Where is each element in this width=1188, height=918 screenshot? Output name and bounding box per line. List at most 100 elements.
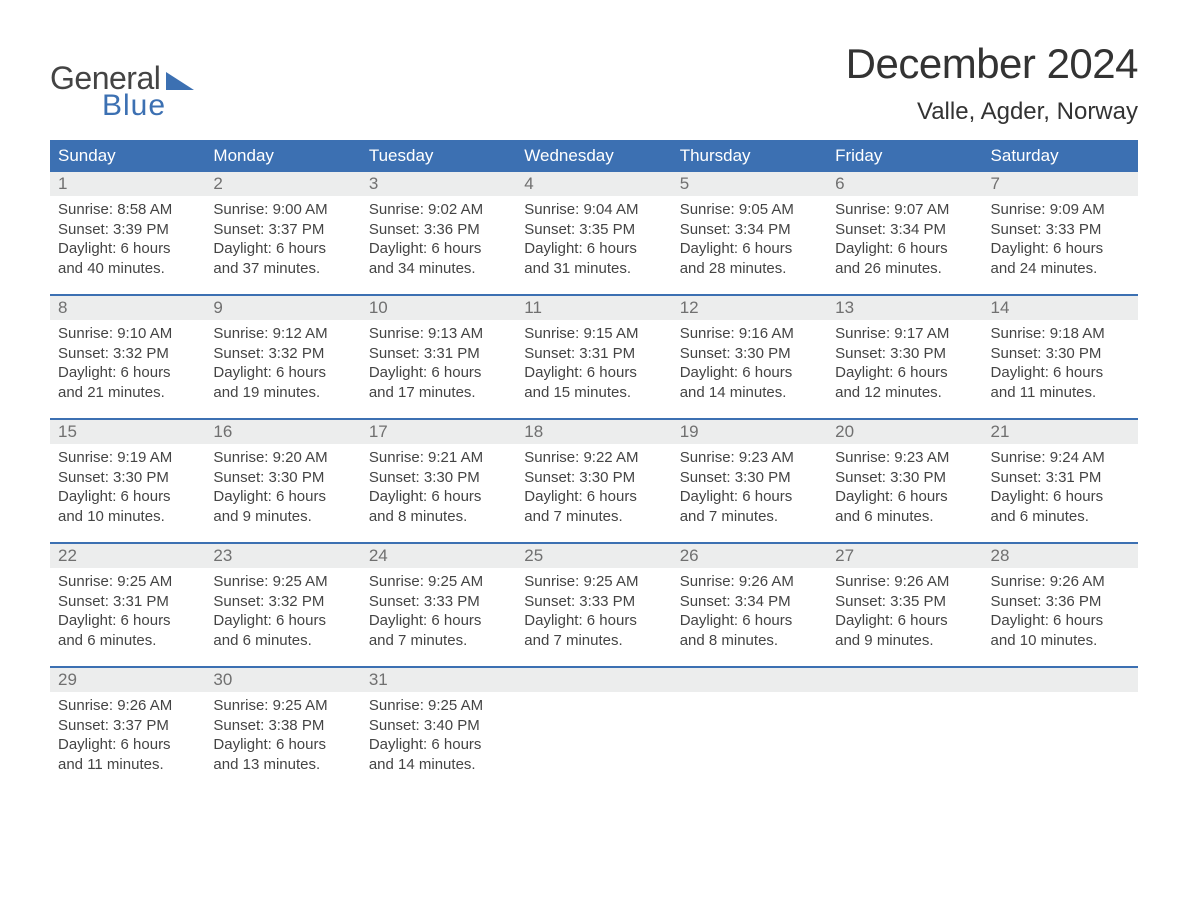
daylight-text-1: Daylight: 6 hours: [680, 487, 819, 507]
day-body: Sunrise: 9:21 AMSunset: 3:30 PMDaylight:…: [361, 444, 516, 526]
calendar-day: [516, 668, 671, 778]
sunrise-text: Sunrise: 9:15 AM: [524, 324, 663, 344]
calendar-week: 29Sunrise: 9:26 AMSunset: 3:37 PMDayligh…: [50, 666, 1138, 778]
daylight-text-2: and 40 minutes.: [58, 259, 197, 279]
daylight-text-2: and 34 minutes.: [369, 259, 508, 279]
calendar-day: 24Sunrise: 9:25 AMSunset: 3:33 PMDayligh…: [361, 544, 516, 654]
day-number-row: 25: [516, 544, 671, 568]
sunset-text: Sunset: 3:30 PM: [991, 344, 1130, 364]
daylight-text-1: Daylight: 6 hours: [524, 611, 663, 631]
day-number: 6: [835, 174, 844, 193]
sunrise-text: Sunrise: 9:26 AM: [680, 572, 819, 592]
sunrise-text: Sunrise: 9:21 AM: [369, 448, 508, 468]
calendar-day: 22Sunrise: 9:25 AMSunset: 3:31 PMDayligh…: [50, 544, 205, 654]
daylight-text-1: Daylight: 6 hours: [991, 611, 1130, 631]
daylight-text-1: Daylight: 6 hours: [58, 363, 197, 383]
day-number: 28: [991, 546, 1010, 565]
daylight-text-2: and 8 minutes.: [369, 507, 508, 527]
calendar-day: [827, 668, 982, 778]
weekday-header: Wednesday: [516, 140, 671, 172]
daylight-text-2: and 11 minutes.: [991, 383, 1130, 403]
day-number: 16: [213, 422, 232, 441]
day-number-row: 18: [516, 420, 671, 444]
daylight-text-1: Daylight: 6 hours: [835, 363, 974, 383]
daylight-text-2: and 7 minutes.: [524, 507, 663, 527]
day-number-row: 15: [50, 420, 205, 444]
daylight-text-2: and 6 minutes.: [835, 507, 974, 527]
calendar-day: 27Sunrise: 9:26 AMSunset: 3:35 PMDayligh…: [827, 544, 982, 654]
day-number-row: [516, 668, 671, 692]
weekday-header: Saturday: [983, 140, 1138, 172]
calendar-day: 12Sunrise: 9:16 AMSunset: 3:30 PMDayligh…: [672, 296, 827, 406]
daylight-text-2: and 7 minutes.: [369, 631, 508, 651]
day-number: 11: [524, 298, 542, 317]
calendar-day: 14Sunrise: 9:18 AMSunset: 3:30 PMDayligh…: [983, 296, 1138, 406]
calendar-week: 8Sunrise: 9:10 AMSunset: 3:32 PMDaylight…: [50, 294, 1138, 406]
calendar-day: 13Sunrise: 9:17 AMSunset: 3:30 PMDayligh…: [827, 296, 982, 406]
day-number: 24: [369, 546, 388, 565]
calendar-day: 29Sunrise: 9:26 AMSunset: 3:37 PMDayligh…: [50, 668, 205, 778]
daylight-text-1: Daylight: 6 hours: [835, 239, 974, 259]
day-number-row: 29: [50, 668, 205, 692]
sunrise-text: Sunrise: 9:04 AM: [524, 200, 663, 220]
sunrise-text: Sunrise: 9:23 AM: [835, 448, 974, 468]
daylight-text-1: Daylight: 6 hours: [680, 239, 819, 259]
daylight-text-1: Daylight: 6 hours: [991, 363, 1130, 383]
sunrise-text: Sunrise: 9:19 AM: [58, 448, 197, 468]
day-number-row: 14: [983, 296, 1138, 320]
daylight-text-2: and 9 minutes.: [213, 507, 352, 527]
day-body: Sunrise: 9:26 AMSunset: 3:37 PMDaylight:…: [50, 692, 205, 774]
day-number: 31: [369, 670, 388, 689]
day-number-row: 17: [361, 420, 516, 444]
day-body: Sunrise: 9:17 AMSunset: 3:30 PMDaylight:…: [827, 320, 982, 402]
day-number-row: [827, 668, 982, 692]
sunset-text: Sunset: 3:36 PM: [369, 220, 508, 240]
calendar-week: 22Sunrise: 9:25 AMSunset: 3:31 PMDayligh…: [50, 542, 1138, 654]
sunset-text: Sunset: 3:35 PM: [835, 592, 974, 612]
day-number-row: 5: [672, 172, 827, 196]
day-number-row: 21: [983, 420, 1138, 444]
sunrise-text: Sunrise: 9:25 AM: [369, 696, 508, 716]
day-number: 18: [524, 422, 543, 441]
calendar-day: 8Sunrise: 9:10 AMSunset: 3:32 PMDaylight…: [50, 296, 205, 406]
calendar-day: 20Sunrise: 9:23 AMSunset: 3:30 PMDayligh…: [827, 420, 982, 530]
day-body: Sunrise: 9:09 AMSunset: 3:33 PMDaylight:…: [983, 196, 1138, 278]
day-body: Sunrise: 9:23 AMSunset: 3:30 PMDaylight:…: [672, 444, 827, 526]
day-body: Sunrise: 9:25 AMSunset: 3:38 PMDaylight:…: [205, 692, 360, 774]
sunset-text: Sunset: 3:32 PM: [213, 344, 352, 364]
day-number-row: 11: [516, 296, 671, 320]
sunset-text: Sunset: 3:37 PM: [58, 716, 197, 736]
daylight-text-1: Daylight: 6 hours: [213, 363, 352, 383]
sunset-text: Sunset: 3:30 PM: [524, 468, 663, 488]
daylight-text-1: Daylight: 6 hours: [369, 735, 508, 755]
daylight-text-1: Daylight: 6 hours: [524, 487, 663, 507]
daylight-text-1: Daylight: 6 hours: [58, 735, 197, 755]
daylight-text-1: Daylight: 6 hours: [58, 611, 197, 631]
sunset-text: Sunset: 3:31 PM: [991, 468, 1130, 488]
day-number: 4: [524, 174, 533, 193]
day-number-row: 10: [361, 296, 516, 320]
daylight-text-1: Daylight: 6 hours: [680, 611, 819, 631]
day-number: 10: [369, 298, 388, 317]
daylight-text-1: Daylight: 6 hours: [369, 487, 508, 507]
day-body: Sunrise: 9:26 AMSunset: 3:34 PMDaylight:…: [672, 568, 827, 650]
day-body: Sunrise: 9:07 AMSunset: 3:34 PMDaylight:…: [827, 196, 982, 278]
sunset-text: Sunset: 3:34 PM: [680, 592, 819, 612]
sunset-text: Sunset: 3:39 PM: [58, 220, 197, 240]
sunrise-text: Sunrise: 9:25 AM: [213, 696, 352, 716]
day-number: 25: [524, 546, 543, 565]
sunrise-text: Sunrise: 9:10 AM: [58, 324, 197, 344]
weekday-header-row: Sunday Monday Tuesday Wednesday Thursday…: [50, 140, 1138, 172]
sunset-text: Sunset: 3:32 PM: [213, 592, 352, 612]
calendar-day: 3Sunrise: 9:02 AMSunset: 3:36 PMDaylight…: [361, 172, 516, 282]
sunrise-text: Sunrise: 9:09 AM: [991, 200, 1130, 220]
daylight-text-2: and 6 minutes.: [58, 631, 197, 651]
weekday-header: Thursday: [672, 140, 827, 172]
sunset-text: Sunset: 3:31 PM: [369, 344, 508, 364]
daylight-text-2: and 24 minutes.: [991, 259, 1130, 279]
calendar-day: 28 Sunrise: 9:26 AMSunset: 3:36 PMDayligh…: [983, 544, 1138, 654]
sunrise-text: Sunrise: 9:26 AM: [835, 572, 974, 592]
day-number: 5: [680, 174, 689, 193]
day-body: Sunrise: 9:25 AMSunset: 3:32 PMDaylight:…: [205, 568, 360, 650]
day-body: Sunrise: 9:26 AMSunset: 3:36 PMDaylight:…: [983, 568, 1138, 650]
